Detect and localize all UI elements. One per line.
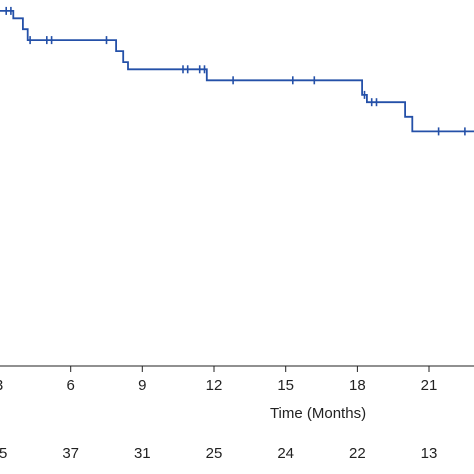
at-risk-count: 31 (134, 445, 151, 462)
censor-marks-layer (5, 6, 466, 136)
at-risk-count: 13 (421, 445, 438, 462)
x-tick-label: 6 (67, 377, 75, 394)
x-tick-label: 15 (277, 377, 294, 394)
number-at-risk-row: 15 37 31 25 24 22 13 (0, 445, 437, 462)
at-risk-count: 15 (0, 445, 7, 462)
at-risk-count: 25 (206, 445, 223, 462)
x-tick-label: 21 (421, 377, 438, 394)
at-risk-count: 37 (62, 445, 79, 462)
x-tick-label: 3 (0, 377, 3, 394)
at-risk-count: 22 (349, 445, 366, 462)
x-tick-label: 9 (138, 377, 146, 394)
x-tick-label: 18 (349, 377, 366, 394)
x-axis: 3 6 9 12 15 18 21 (0, 365, 474, 394)
survival-line-0 (0, 10, 474, 133)
x-tick-label: 12 (206, 377, 223, 394)
x-axis-title: Time (Months) (270, 405, 366, 422)
survival-curve-layer (0, 10, 474, 133)
at-risk-count: 24 (277, 445, 294, 462)
